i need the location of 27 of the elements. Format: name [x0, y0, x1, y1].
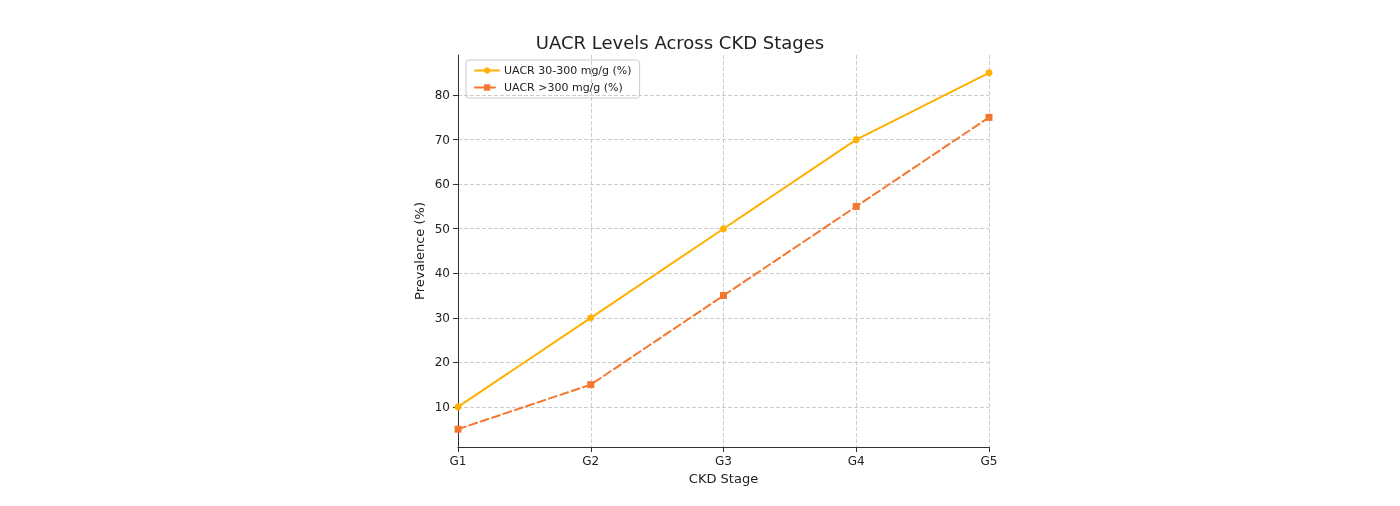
y-tick-label: 80 — [434, 88, 450, 103]
x-tick-label: G2 — [582, 454, 600, 468]
y-tick-label: 70 — [434, 132, 450, 147]
legend-label: UACR >300 mg/g (%) — [504, 81, 623, 94]
point — [852, 136, 860, 144]
point — [852, 202, 860, 210]
point — [985, 69, 993, 77]
chart-title: UACR Levels Across CKD Stages — [535, 31, 825, 53]
y-axis-title: Prevalence (%) — [412, 202, 427, 300]
point — [454, 425, 462, 433]
x-tick-label: G3 — [715, 454, 732, 468]
point — [587, 314, 595, 322]
point — [720, 292, 727, 300]
point — [587, 381, 595, 389]
point — [720, 225, 727, 233]
y-tick-label: 50 — [434, 221, 450, 236]
x-axis-title: CKD Stage — [688, 470, 759, 486]
legend-label: UACR 30-300 mg/g (%) — [504, 64, 632, 77]
y-tick-label: 10 — [434, 399, 450, 414]
y-tick-label: 60 — [434, 177, 450, 192]
y-tick-label: 20 — [434, 355, 450, 370]
x-tick-label: G5 — [980, 454, 998, 468]
point — [985, 113, 993, 121]
y-tick-label: 40 — [434, 266, 450, 281]
x-tick-label: G1 — [449, 454, 467, 468]
y-tick-label: 30 — [434, 310, 450, 325]
x-tick-label: G4 — [847, 454, 865, 468]
